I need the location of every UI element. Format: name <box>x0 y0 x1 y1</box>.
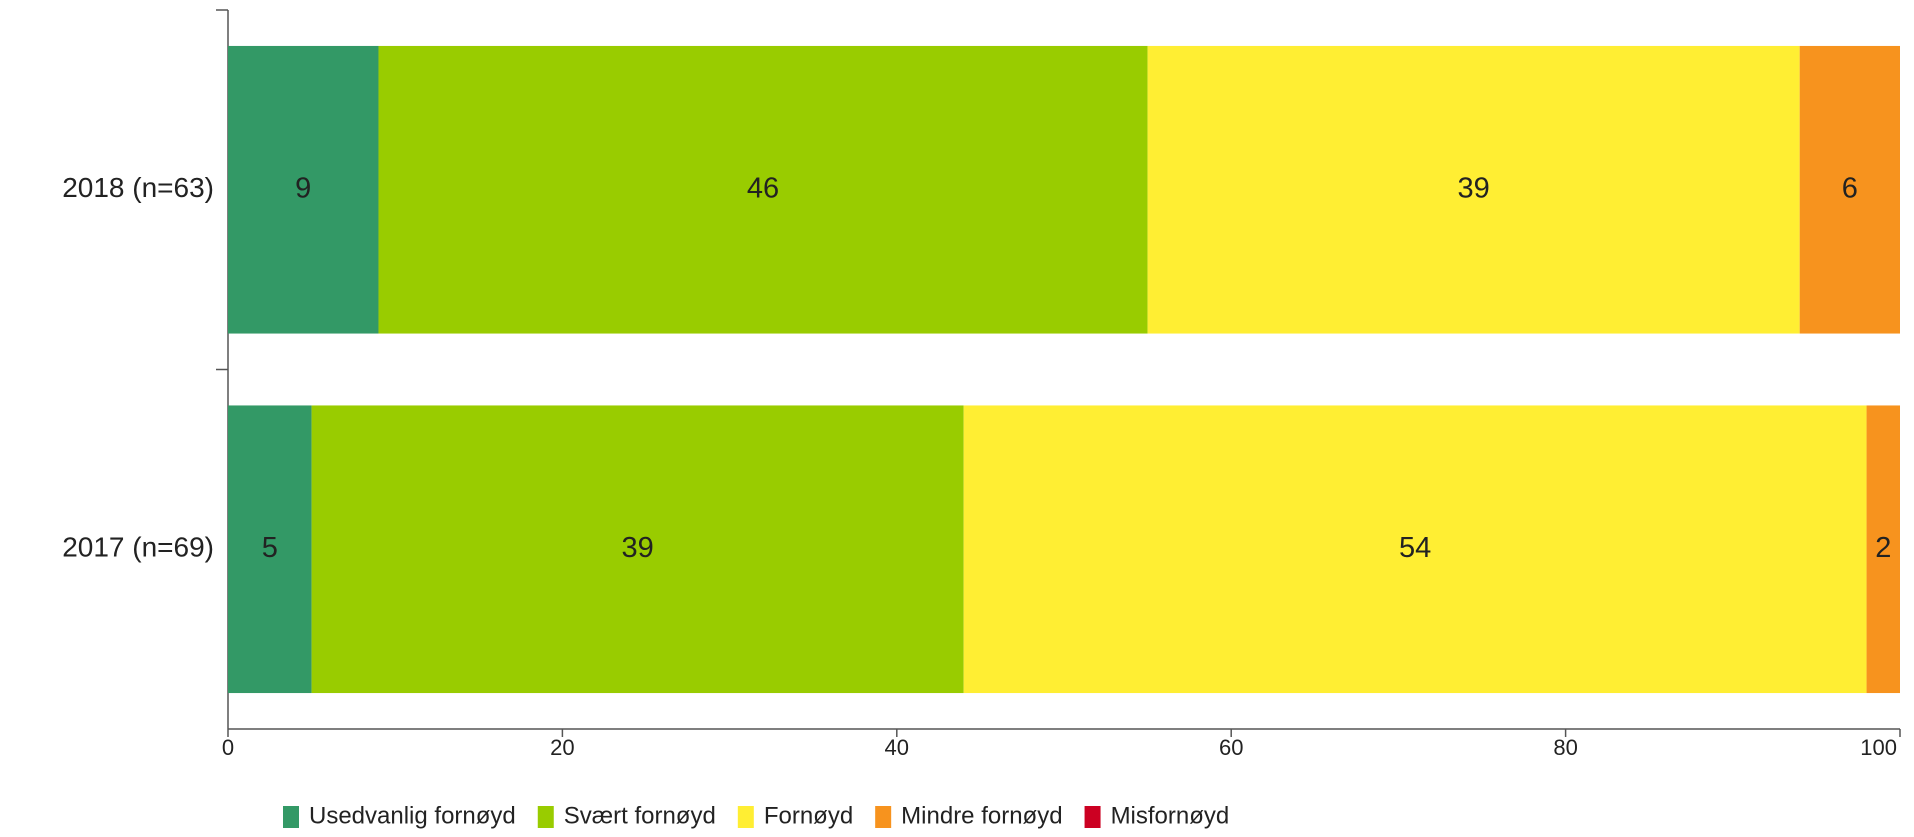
legend-label: Mindre fornøyd <box>901 802 1062 829</box>
bar-value-label: 5 <box>262 532 278 564</box>
bar-segment <box>311 405 964 694</box>
bar-segment <box>963 405 1867 694</box>
bar-segment <box>1799 45 1900 334</box>
legend-swatch <box>1084 806 1101 828</box>
bar-segment <box>1866 405 1900 694</box>
legend-label: Svært fornøyd <box>564 802 716 829</box>
bar-value-label: 54 <box>1399 532 1431 564</box>
y-tick-label: 2018 (n=63) <box>62 172 214 203</box>
bar-segment <box>228 405 312 694</box>
bar-segment <box>1147 45 1800 334</box>
x-tick-label: 40 <box>885 735 909 760</box>
x-tick-label: 20 <box>550 735 574 760</box>
legend-swatch <box>537 806 554 828</box>
legend-swatch <box>283 806 299 828</box>
bar-value-label: 46 <box>747 172 779 204</box>
bar-value-label: 2 <box>1875 532 1891 564</box>
bar-value-label: 39 <box>622 532 654 564</box>
legend-label: Misfornøyd <box>1111 802 1230 829</box>
bar-value-label: 6 <box>1842 172 1858 204</box>
legend-swatch <box>737 806 754 828</box>
bar-segment <box>378 45 1148 334</box>
bar-value-label: 9 <box>295 172 311 204</box>
x-tick-label: 80 <box>1553 735 1577 760</box>
legend-label: Usedvanlig fornøyd <box>309 802 516 829</box>
bar-segment <box>228 45 379 334</box>
x-tick-label: 60 <box>1219 735 1243 760</box>
legend-swatch <box>875 806 892 828</box>
y-tick-label: 2017 (n=69) <box>62 532 214 563</box>
x-tick-label: 100 <box>1860 735 1897 760</box>
x-tick-label: 0 <box>222 735 234 760</box>
bar-value-label: 39 <box>1458 172 1490 204</box>
legend-label: Fornøyd <box>764 802 853 829</box>
